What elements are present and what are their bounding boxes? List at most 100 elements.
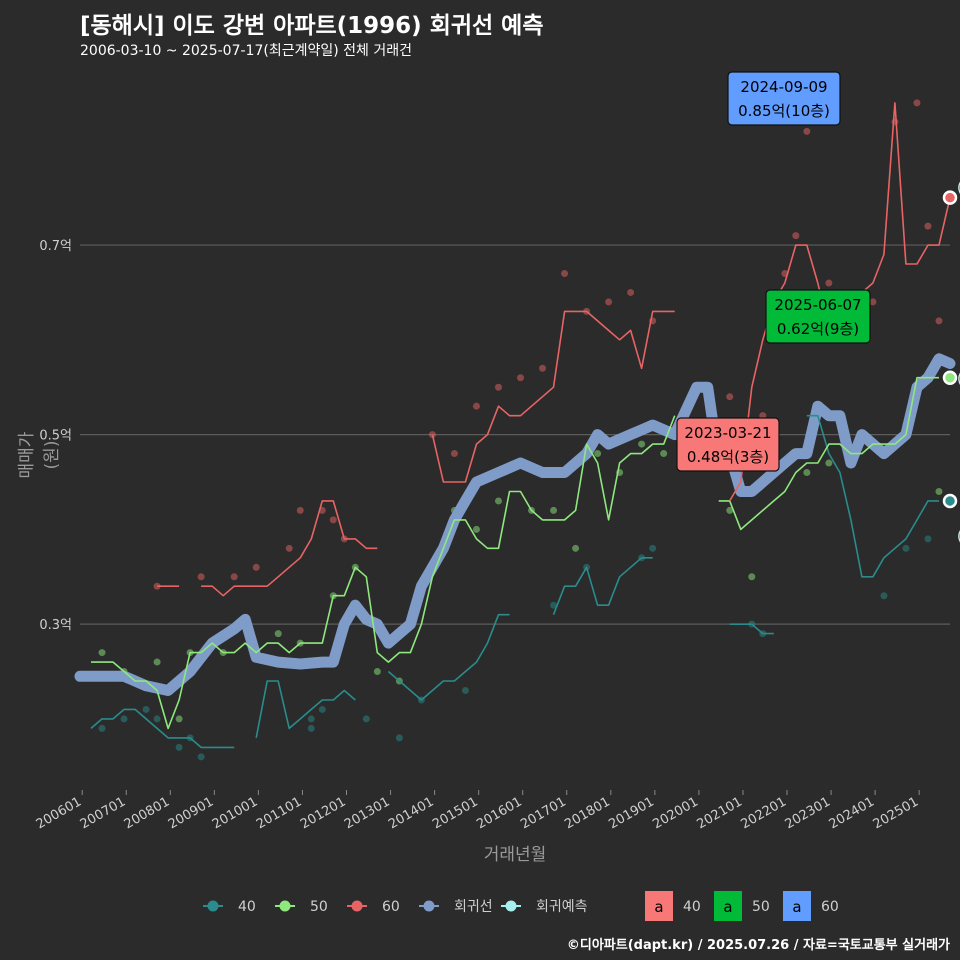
end-label-40: (~40㎡) xyxy=(957,527,960,545)
x-tick-label: 202301 xyxy=(783,794,833,832)
scatter-point-60 xyxy=(285,544,293,552)
scatter-point-40 xyxy=(318,705,326,713)
scatter-point-60 xyxy=(561,269,569,277)
x-tick-label: 200801 xyxy=(122,794,172,832)
chart-title: [동해시] 이도 강변 아파트(1996) 회귀선 예측 xyxy=(80,13,544,39)
x-tick-label: 201001 xyxy=(210,794,260,832)
scatter-point-40 xyxy=(307,724,315,732)
x-tick-label: 202201 xyxy=(739,794,789,832)
x-tick-label: 201801 xyxy=(562,794,612,832)
callout-text: 0.85억(10층) xyxy=(738,102,830,120)
scatter-point-60 xyxy=(197,573,205,581)
legend-box-label: 50 xyxy=(752,899,770,915)
end-label-50: (~50㎡) xyxy=(957,370,960,388)
end-point-60 xyxy=(942,190,958,205)
scatter-point-40 xyxy=(120,715,128,723)
legend-label-s40: 40 xyxy=(238,899,256,915)
end-point-40 xyxy=(942,493,958,509)
scatter-point-50 xyxy=(638,440,646,448)
legend-box-box40 xyxy=(645,891,673,921)
regression-line xyxy=(74,353,956,696)
scatter-point-60 xyxy=(913,99,921,107)
scatter-point-60 xyxy=(792,232,800,240)
scatter-point-50 xyxy=(726,506,734,514)
x-tick-label: 201301 xyxy=(342,794,392,832)
x-tick-label: 200901 xyxy=(166,794,216,832)
x-tick-label: 200701 xyxy=(78,794,128,832)
scatter-point-40 xyxy=(395,734,403,742)
scatter-point-40 xyxy=(142,705,150,713)
x-tick-label: 200601 xyxy=(34,794,84,832)
callout-box xyxy=(676,417,780,472)
scatter-point-60 xyxy=(539,364,547,372)
scatter-point-60 xyxy=(935,317,943,325)
credit-text: ©디아파트(dapt.kr) / 2025.07.26 / 자료=국토교통부 실… xyxy=(566,938,950,953)
scatter-point-40 xyxy=(880,592,888,600)
scatter-point-60 xyxy=(825,279,833,287)
scatter-point-60 xyxy=(252,563,260,571)
scatter-point-50 xyxy=(803,469,811,477)
scatter-point-40 xyxy=(197,753,205,761)
callout-box xyxy=(727,71,841,126)
scatter-point-40 xyxy=(649,544,657,552)
scatter-point-60 xyxy=(230,573,238,581)
scatter-point-40 xyxy=(307,715,315,723)
y-tick-label: 0.5억 xyxy=(39,429,72,444)
x-tick-label: 201501 xyxy=(430,794,480,832)
series-line-40 xyxy=(90,414,939,749)
legend-box-box50 xyxy=(714,891,742,921)
x-tick-label: 201901 xyxy=(606,794,656,832)
scatter-point-40 xyxy=(98,724,106,732)
scatter-point-50 xyxy=(274,630,282,638)
legend-box-glyph: a xyxy=(792,898,801,916)
callout-text: 0.62억(9층) xyxy=(777,320,859,338)
scatter-point-60 xyxy=(153,582,161,590)
scatter-point-40 xyxy=(924,535,932,543)
scatter-point-40 xyxy=(550,601,558,609)
scatter-point-50 xyxy=(153,658,161,666)
end-point-50 xyxy=(942,370,958,385)
legend-box-label: 40 xyxy=(683,899,701,915)
x-tick-label: 202501 xyxy=(871,794,921,832)
x-tick-label: 201701 xyxy=(518,794,568,832)
scatter-point-50 xyxy=(550,506,558,514)
callout-text: 2023-03-21 xyxy=(684,424,771,442)
x-tick-label: 201401 xyxy=(386,794,436,832)
x-tick-label: 201201 xyxy=(298,794,348,832)
callout-text: 0.48억(3층) xyxy=(687,448,769,466)
scatter-point-60 xyxy=(329,516,337,524)
scatter-point-40 xyxy=(902,544,910,552)
legend-box-glyph: a xyxy=(654,898,663,916)
x-tick-label: 202101 xyxy=(694,794,744,832)
x-tick-label: 202401 xyxy=(827,794,877,832)
scatter-point-40 xyxy=(461,686,469,694)
legend-dot-forecast xyxy=(505,900,517,912)
scatter-point-50 xyxy=(660,450,668,458)
x-tick-label: 202001 xyxy=(650,794,700,832)
scatter-point-60 xyxy=(517,374,525,382)
scatter-point-40 xyxy=(362,715,370,723)
x-tick-label: 201601 xyxy=(474,794,524,832)
scatter-point-60 xyxy=(924,222,932,230)
scatter-point-60 xyxy=(726,393,734,401)
scatter-point-50 xyxy=(494,497,502,505)
scatter-point-50 xyxy=(748,573,756,581)
legend-dot-s60 xyxy=(351,900,363,912)
legend-label-s50: 50 xyxy=(310,899,328,915)
scatter-point-50 xyxy=(98,649,106,657)
legend-label-s60: 60 xyxy=(382,899,400,915)
callout-text: 2024-09-09 xyxy=(740,78,827,96)
scatter-point-60 xyxy=(296,506,304,514)
legend-box-label: 60 xyxy=(821,899,839,915)
chart-subtitle: 2006-03-10 ~ 2025-07-17(최근계약일) 전체 거래건 xyxy=(80,43,412,59)
scatter-point-50 xyxy=(935,487,943,495)
legend-dot-s50 xyxy=(279,900,291,912)
scatter-point-60 xyxy=(472,402,480,410)
legend-dot-s40 xyxy=(207,900,219,912)
legend-box-glyph: a xyxy=(723,898,732,916)
series-line-50 xyxy=(91,376,939,730)
scatter-point-60 xyxy=(803,127,811,135)
y-tick-label: 0.3억 xyxy=(39,618,72,633)
